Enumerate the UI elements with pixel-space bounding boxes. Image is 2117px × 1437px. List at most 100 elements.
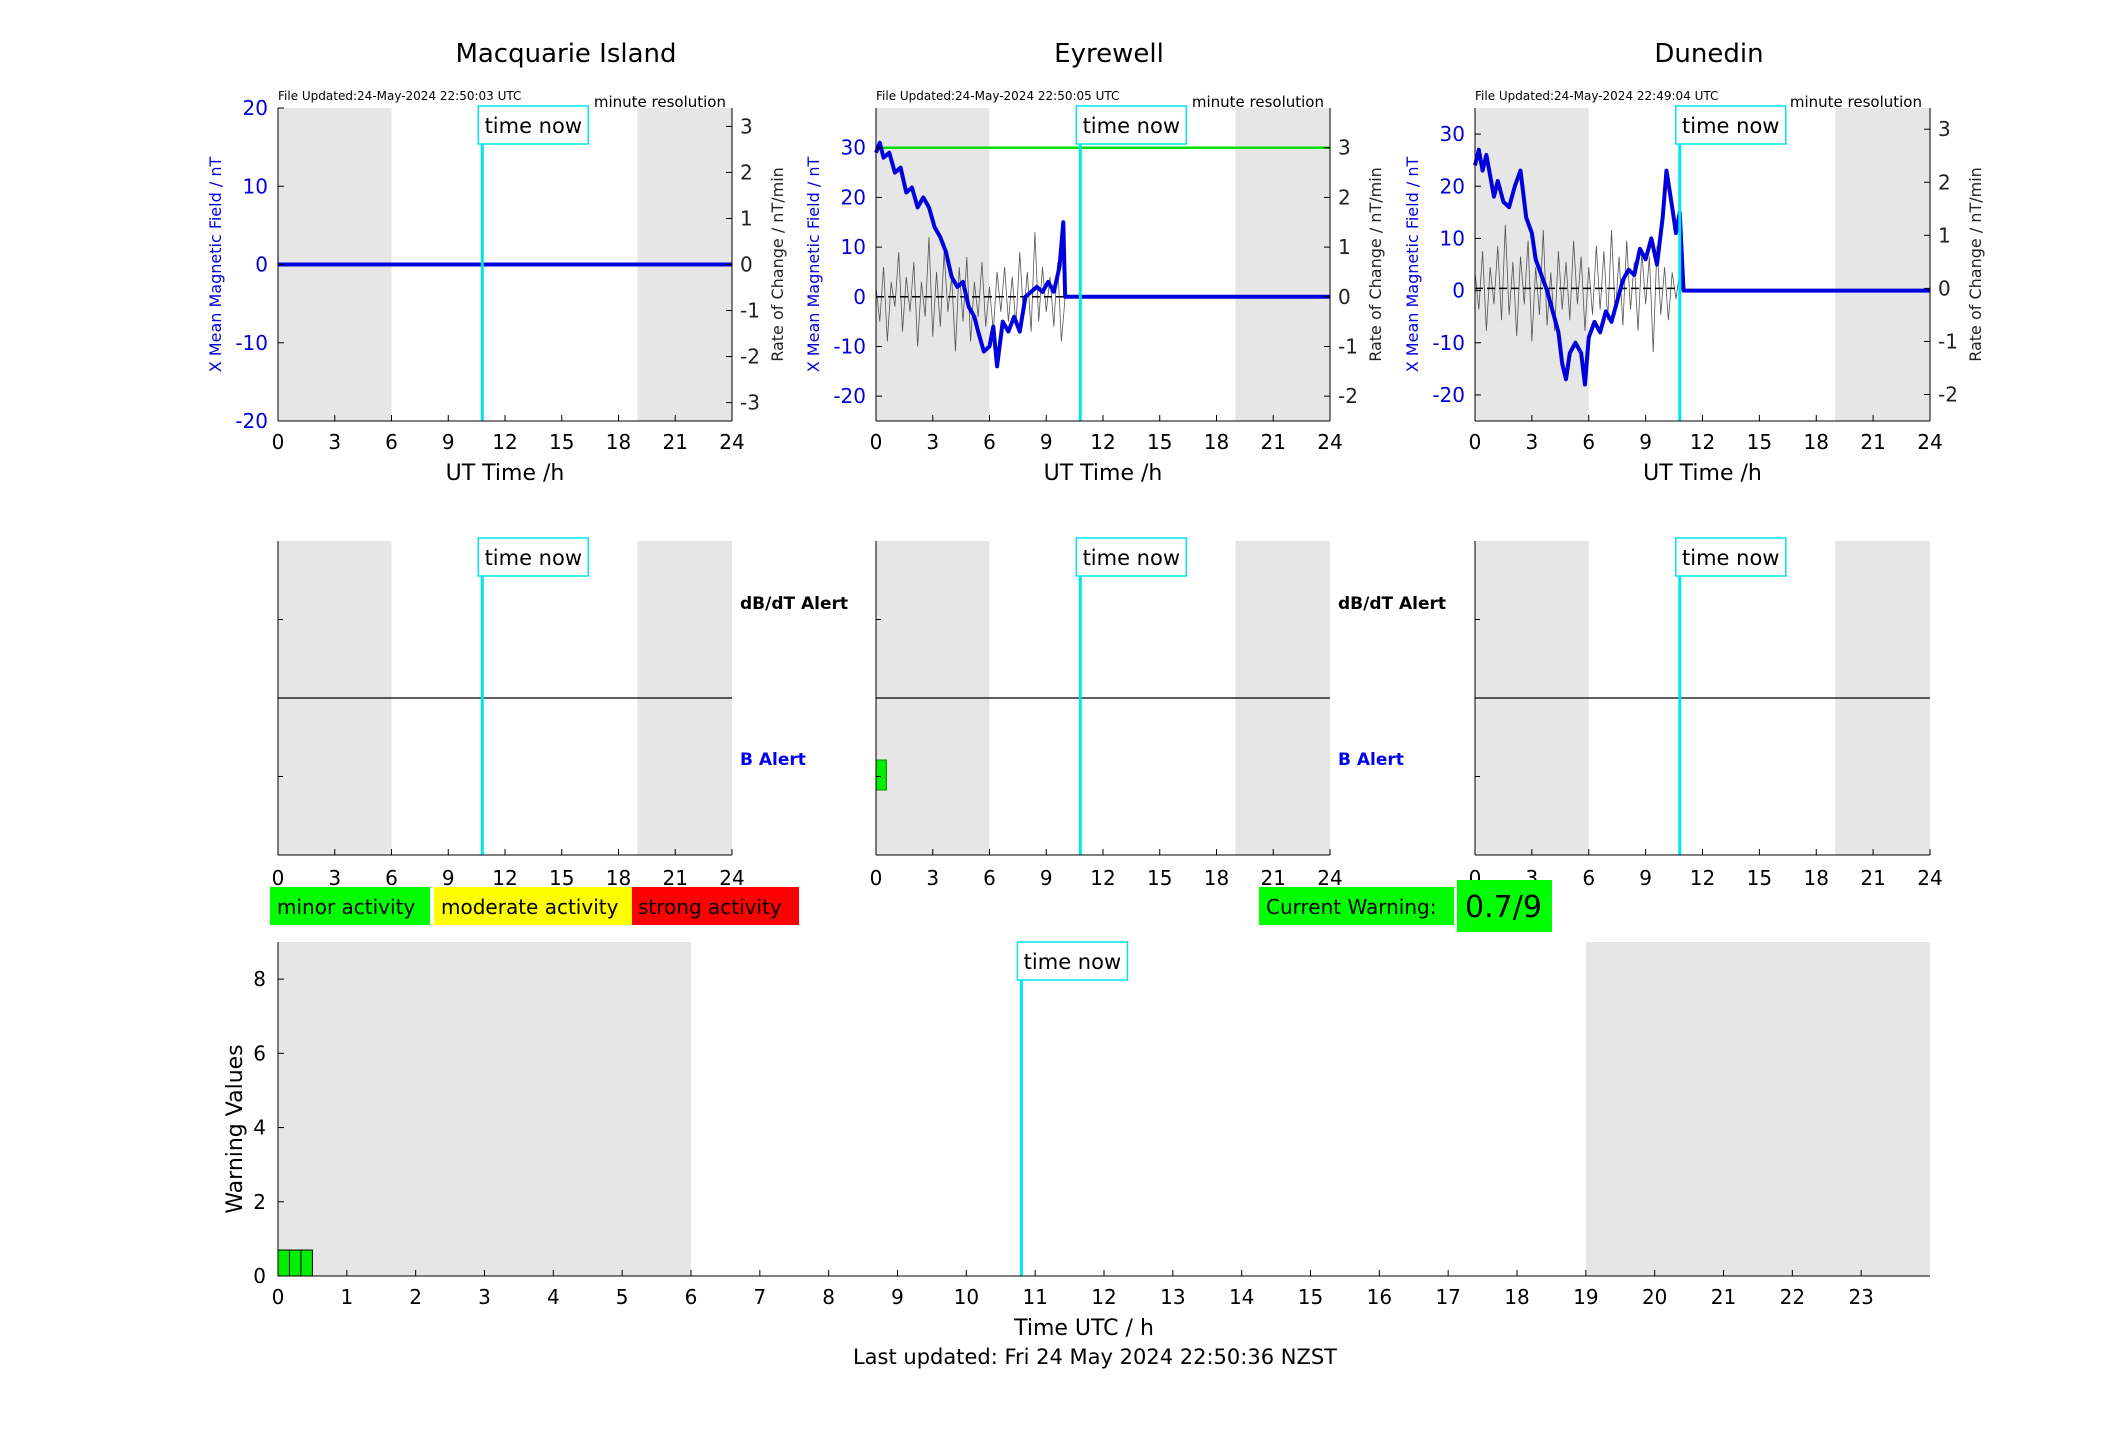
y-right-tick-label: 2 (740, 160, 753, 184)
time-now-label: time now (1682, 114, 1779, 138)
y-tick-label: 2 (253, 1190, 266, 1214)
x-tick-label: 6 (685, 1285, 698, 1309)
x-tick-label: 6 (385, 430, 398, 454)
x-tick-label: 19 (1573, 1285, 1598, 1309)
x-tick-label: 24 (1917, 430, 1942, 454)
x-tick-label: 18 (606, 866, 631, 890)
last-updated: Last updated: Fri 24 May 2024 22:50:36 N… (853, 1345, 1337, 1369)
x-tick-label: 14 (1229, 1285, 1254, 1309)
y-left-tick-label: -10 (1432, 331, 1465, 355)
x-tick-label: 21 (1860, 866, 1885, 890)
y-right-tick-label: -1 (1338, 334, 1358, 358)
x-tick-label: 18 (606, 430, 631, 454)
y-left-tick-label: 0 (853, 285, 866, 309)
x-tick-label: 6 (983, 430, 996, 454)
time-now-label: time now (1083, 114, 1180, 138)
night-band (1475, 108, 1589, 421)
x-tick-label: 18 (1504, 1285, 1529, 1309)
x-tick-label: 21 (663, 866, 688, 890)
x-tick-label: 12 (1690, 866, 1715, 890)
time-now-box (1075, 537, 1188, 577)
activity-legend: minor activity moderate activity strong … (270, 887, 799, 925)
dbdt-alert-label: dB/dT Alert (1338, 594, 1446, 614)
x-tick-label: 15 (1147, 866, 1172, 890)
x-tick-label: 6 (1582, 430, 1595, 454)
x-tick-label: 9 (1040, 866, 1053, 890)
x-tick-label: 21 (1860, 430, 1885, 454)
rate-of-change-series (1474, 224, 1684, 353)
y-right-tick-label: 2 (1338, 185, 1351, 209)
time-now-box (1016, 941, 1129, 981)
y-right-tick-label: 3 (1938, 117, 1951, 141)
y-left-tick-label: 0 (1452, 279, 1465, 303)
x-tick-label: 3 (478, 1285, 491, 1309)
x-tick-label: 9 (442, 430, 455, 454)
y-left-tick-label: -20 (1432, 383, 1465, 407)
x-tick-label: 24 (1317, 430, 1342, 454)
y-left-axis-label: X Mean Magnetic Field / nT (804, 157, 823, 373)
x-tick-label: 22 (1780, 1285, 1805, 1309)
file-updated: File Updated:24-May-2024 22:50:03 UTC (278, 89, 521, 103)
x-axis-label: Time UTC / h (1013, 1316, 1154, 1341)
x-tick-label: 24 (719, 430, 744, 454)
panel-title: Dunedin (1654, 39, 1763, 69)
y-left-tick-label: 20 (243, 96, 268, 120)
time-now-box (1675, 537, 1787, 577)
night-band (876, 108, 990, 421)
y-axis-label: Warning Values (223, 1044, 248, 1213)
current-warning-label: Current Warning: (1266, 895, 1436, 919)
y-tick-label: 0 (253, 1264, 266, 1288)
y-tick-label: 6 (253, 1041, 266, 1065)
x-tick-label: 7 (753, 1285, 766, 1309)
alert-panel-eyrewell: time now 0 3 6 9 12 15 18 21 24 (870, 537, 1343, 890)
x-tick-label: 12 (492, 866, 517, 890)
x-tick-label: 12 (1090, 430, 1115, 454)
y-right-axis-label: Rate of Change / nT/min (1366, 167, 1385, 362)
panel-macquarie: Macquarie Island File Updated:24-May-202… (206, 39, 787, 486)
x-tick-label: 24 (1317, 866, 1342, 890)
x-tick-label: 18 (1204, 866, 1229, 890)
x-tick-label: 1 (340, 1285, 353, 1309)
time-now-box (477, 537, 590, 577)
rate-of-change-series (875, 232, 1066, 352)
y-left-tick-label: -10 (833, 334, 866, 358)
time-now-label: time now (1083, 546, 1180, 570)
y-left-axis-label: X Mean Magnetic Field / nT (206, 157, 225, 373)
x-tick-label: 10 (954, 1285, 979, 1309)
x-tick-label: 6 (983, 866, 996, 890)
x-tick-label: 0 (870, 430, 883, 454)
y-right-axis-label: Rate of Change / nT/min (1966, 167, 1985, 362)
x-tick-label: 11 (1022, 1285, 1047, 1309)
x-tick-label: 16 (1367, 1285, 1392, 1309)
y-right-tick-label: -2 (1938, 382, 1958, 406)
panel-title: Eyrewell (1054, 39, 1164, 69)
x-tick-label: 0 (272, 430, 285, 454)
x-axis-label: UT Time /h (1643, 461, 1762, 486)
minor-activity-swatch (270, 887, 430, 925)
x-tick-label: 0 (1469, 430, 1482, 454)
night-band (1835, 108, 1930, 421)
x-tick-label: 6 (1582, 866, 1595, 890)
x-tick-label: 2 (409, 1285, 422, 1309)
strong-activity-label: strong activity (638, 895, 782, 919)
night-band (1585, 942, 1930, 1276)
x-tick-label: 12 (1690, 430, 1715, 454)
y-left-tick-label: 0 (255, 253, 268, 277)
x-tick-label: 21 (1261, 430, 1286, 454)
time-now-box (1675, 105, 1787, 145)
y-right-axis-label: Rate of Change / nT/min (768, 167, 787, 362)
y-left-tick-label: 10 (1440, 226, 1465, 250)
x-tick-label: 24 (719, 866, 744, 890)
time-now-label: time now (1024, 950, 1121, 974)
y-left-axis-label: X Mean Magnetic Field / nT (1403, 157, 1422, 373)
x-tick-label: 3 (926, 866, 939, 890)
x-tick-label: 18 (1804, 866, 1829, 890)
x-tick-label: 18 (1804, 430, 1829, 454)
b-alert-label: B Alert (1338, 750, 1404, 770)
y-left-tick-label: -20 (833, 384, 866, 408)
panel-dunedin: Dunedin File Updated:24-May-2024 22:49:0… (1403, 39, 1985, 486)
